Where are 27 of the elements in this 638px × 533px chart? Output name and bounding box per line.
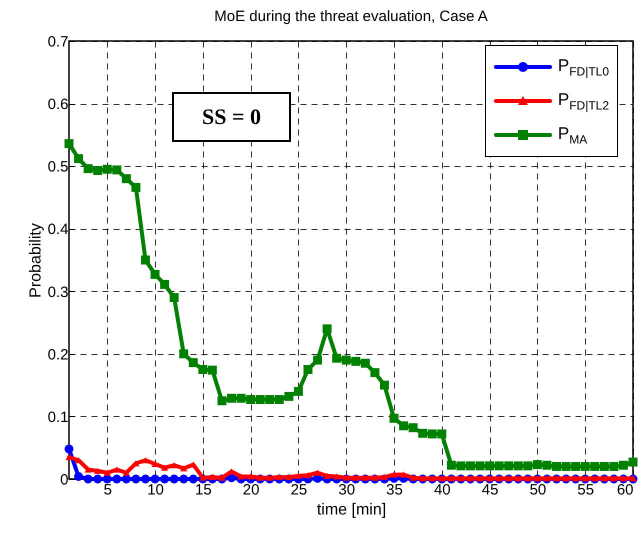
legend-label: P$_{MA}$ [558,124,588,146]
x-tick-label: 45 [482,482,498,498]
x-tick-label: 10 [147,482,164,498]
x-tick-label: 55 [577,482,594,498]
x-tick-label: 30 [338,482,356,498]
x-axis-title: time [min] [316,502,386,518]
y-axis-title: Probability [28,223,45,298]
legend-label: P$_{FD|TL2}$ [558,90,609,112]
x-tick-label: 35 [386,482,403,498]
x-tick-label: 20 [242,482,260,498]
y-tick-label: 0.3 [48,284,68,301]
x-tick-label: 5 [104,482,112,498]
y-tick-label: 0.6 [48,96,68,114]
y-tick-label: 0.7 [48,34,68,50]
y-tick-label: 0.2 [48,346,68,364]
legend-label: P$_{FD|TL0}$ [558,56,609,78]
y-tick-label: 0.1 [48,408,68,426]
y-tick-label: 0.5 [48,158,68,176]
x-tick-label: 50 [530,482,546,498]
chart-title: MoE during the threat evaluation, Case A [214,8,488,25]
x-tick-label: 60 [616,482,634,498]
y-tick-label: 0 [60,472,68,488]
x-tick-label: 25 [290,482,308,498]
y-tick-label: 0.4 [48,221,68,238]
annotation: SS = 0 [172,92,291,142]
x-tick-label: 40 [434,482,451,498]
x-tick-label: 15 [194,482,212,498]
